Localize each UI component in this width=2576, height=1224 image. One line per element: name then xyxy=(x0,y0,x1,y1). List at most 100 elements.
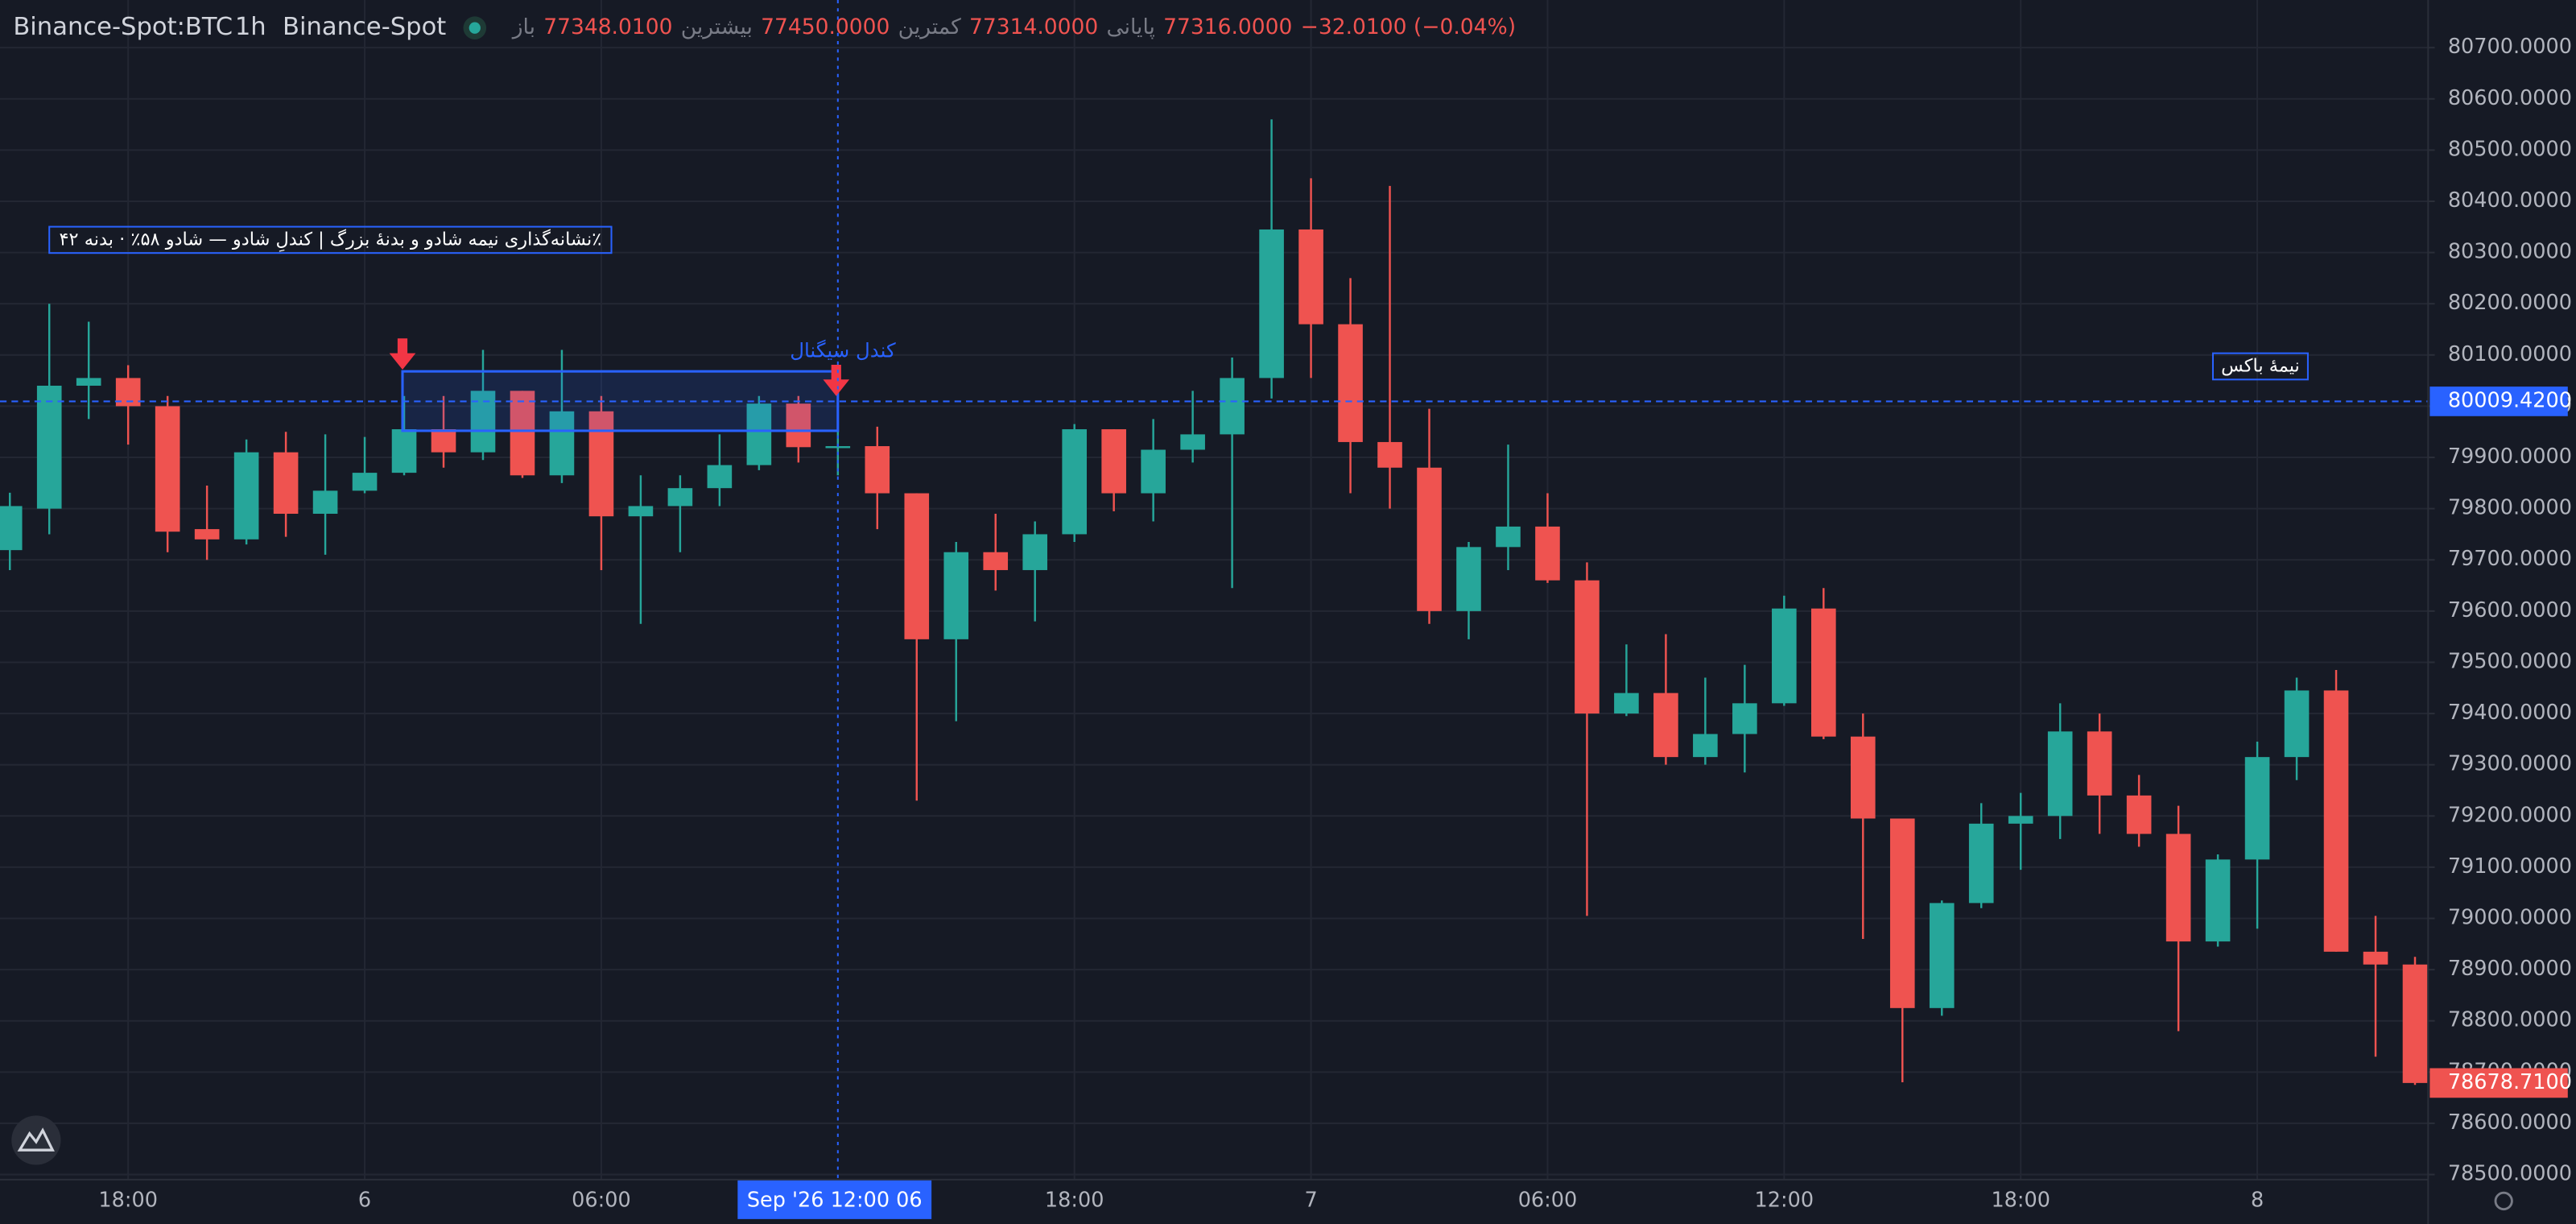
candle-body xyxy=(76,378,101,386)
candle-body xyxy=(707,465,733,489)
x-tick-label: 18:00 xyxy=(1045,1188,1104,1212)
signal-label: کندل سیگنال xyxy=(790,339,896,362)
candle-body xyxy=(1929,903,1955,1008)
y-tick-label: 79500.0000 xyxy=(2448,649,2572,673)
y-tick-label: 80100.0000 xyxy=(2448,342,2572,366)
candle-body xyxy=(549,411,575,476)
candle-body xyxy=(2126,795,2152,834)
y-tick-label: 80300.0000 xyxy=(2448,240,2572,264)
candle-body xyxy=(2284,690,2310,758)
candle-body xyxy=(352,473,378,491)
candle-body xyxy=(1732,703,1757,734)
candle-body xyxy=(1298,229,1323,325)
y-tick-label: 79000.0000 xyxy=(2448,906,2572,930)
legend-text: بیشترین xyxy=(681,14,753,39)
candle-body xyxy=(786,403,811,448)
candle-body xyxy=(1220,378,1245,435)
crosshair-price-bg xyxy=(2429,387,2568,416)
candle-body xyxy=(1417,467,1442,611)
settings-icon[interactable] xyxy=(2494,1191,2513,1211)
x-tick-label: 6 xyxy=(358,1188,371,1212)
legend-text: 77348.0100 xyxy=(543,14,672,39)
y-tick-label: 78500.0000 xyxy=(2448,1162,2572,1186)
y-tick-label: 79200.0000 xyxy=(2448,803,2572,827)
legend-text: 77450.0000 xyxy=(761,14,890,39)
candle-body xyxy=(2205,859,2231,942)
candle-body xyxy=(865,446,890,494)
candle-body xyxy=(1653,693,1678,758)
candle-body xyxy=(312,490,338,514)
candle-body xyxy=(904,493,930,639)
y-tick-label: 80700.0000 xyxy=(2448,35,2572,59)
ohlc-legend: باز 77348.0100 بیشترین 77450.0000 کمترین 7731… xyxy=(511,14,1516,39)
y-tick-label: 78600.0000 xyxy=(2448,1110,2572,1135)
candle-body xyxy=(943,552,969,639)
x-tick-label: 18:00 xyxy=(98,1188,158,1212)
candle-body xyxy=(194,529,220,540)
annotation-box xyxy=(48,225,613,254)
candle-body xyxy=(1496,526,1521,548)
candle-body xyxy=(1535,526,1560,581)
candle-body xyxy=(1968,823,1994,904)
last-price-bg xyxy=(2429,1068,2568,1098)
half-box-label: نیمهٔ باکس xyxy=(2221,355,2300,376)
candle-body xyxy=(983,552,1009,570)
interval: 1h xyxy=(235,13,266,41)
candle-body xyxy=(1180,434,1205,450)
legend-text: کمترین xyxy=(898,14,962,39)
legend-text: 77316.0000 xyxy=(1163,14,1292,39)
signal-arrow xyxy=(823,364,850,396)
candle-body xyxy=(1062,429,1087,535)
candle-body xyxy=(1811,608,1836,737)
candle-body xyxy=(233,452,259,540)
legend-text: پایانی xyxy=(1107,14,1155,39)
y-tick-label: 79700.0000 xyxy=(2448,547,2572,571)
legend-text: 77314.0000 xyxy=(969,14,1098,39)
last-price: 78678.7100 xyxy=(2448,1070,2572,1094)
candles xyxy=(0,119,2428,1085)
y-tick-label: 79800.0000 xyxy=(2448,496,2572,520)
y-tick-label: 79900.0000 xyxy=(2448,445,2572,469)
candle-body xyxy=(1141,449,1166,494)
y-tick-label: 80600.0000 xyxy=(2448,86,2572,110)
candle-body xyxy=(825,446,851,449)
x-tick-label: 18:00 xyxy=(1991,1188,2050,1212)
legend-text: −32.0100 (−0.04%) xyxy=(1301,14,1516,39)
candle-body xyxy=(1614,693,1639,714)
candle-body xyxy=(2087,731,2112,796)
candle-body xyxy=(273,452,299,514)
candle-body xyxy=(36,385,62,509)
half-box-frame xyxy=(2211,352,2309,381)
candle-body xyxy=(1850,736,1876,819)
candle-body xyxy=(588,411,614,517)
crosshair-time: Sep '26 12:00 06 xyxy=(747,1188,923,1212)
candle-body xyxy=(1022,534,1048,570)
logo-icon xyxy=(17,1127,55,1152)
x-tick-label: 8 xyxy=(2251,1188,2264,1212)
x-tick-label: 06:00 xyxy=(572,1188,631,1212)
candle-body xyxy=(2047,731,2073,817)
candle-body xyxy=(391,429,417,473)
candle-body xyxy=(0,506,23,551)
candle-body xyxy=(2165,833,2191,942)
candle-body xyxy=(1575,580,1600,714)
y-tick-label: 80200.0000 xyxy=(2448,291,2572,315)
exchange: Binance-Spot xyxy=(283,13,446,41)
y-tick-label: 79100.0000 xyxy=(2448,854,2572,879)
candle-body xyxy=(1456,547,1481,611)
candle-body xyxy=(1693,734,1718,758)
legend-text: باز xyxy=(511,14,535,39)
signal-arrow xyxy=(389,338,416,370)
y-tick-label: 78800.0000 xyxy=(2448,1008,2572,1032)
candle-body xyxy=(1772,608,1797,704)
candle-body xyxy=(746,403,772,465)
y-tick-label: 80500.0000 xyxy=(2448,137,2572,161)
candle-body xyxy=(1889,818,1915,1008)
candle-body xyxy=(1259,229,1284,378)
crosshair-time-bg xyxy=(737,1179,932,1219)
y-tick-label: 79400.0000 xyxy=(2448,701,2572,725)
x-tick-label: 12:00 xyxy=(1755,1188,1814,1212)
